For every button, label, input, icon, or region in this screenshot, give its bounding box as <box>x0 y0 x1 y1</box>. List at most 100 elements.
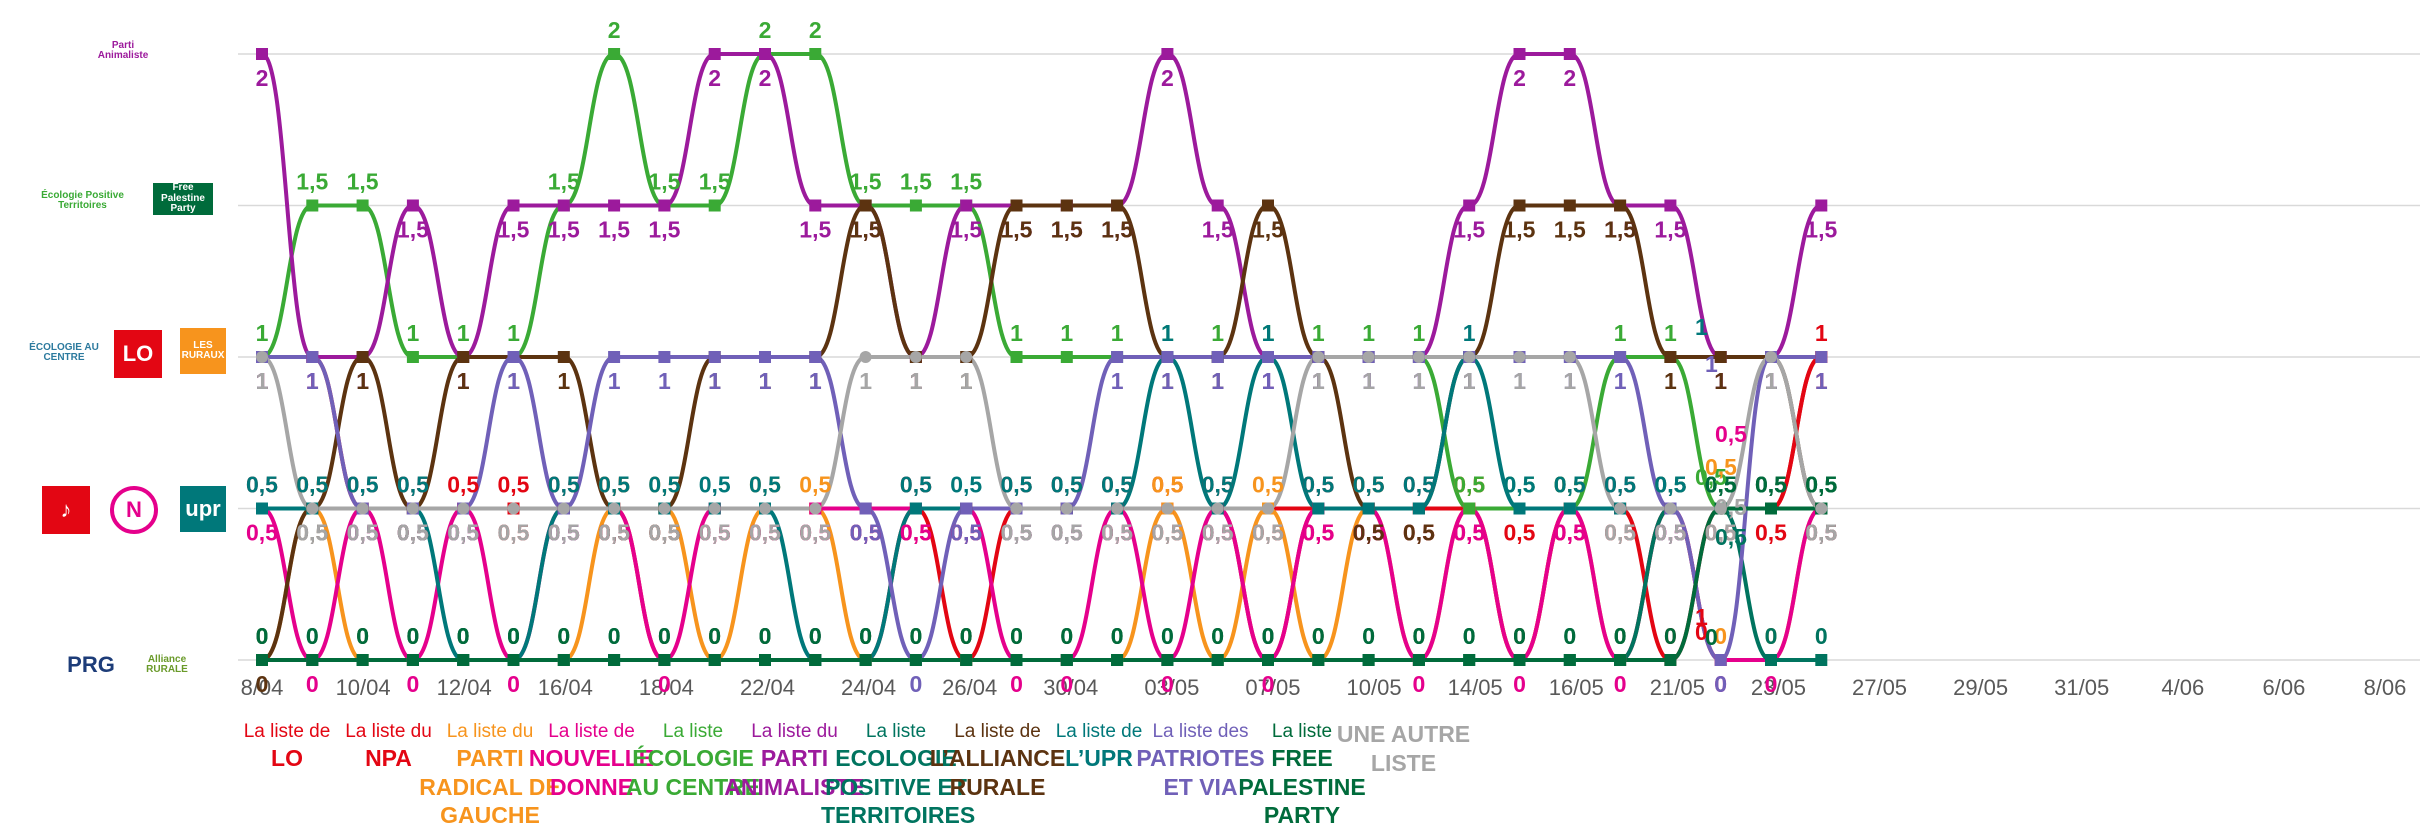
lo-logo: LO <box>114 330 162 378</box>
data-label: 1 <box>1815 368 1828 394</box>
data-label: 0 <box>1765 671 1778 697</box>
data-point <box>708 199 721 212</box>
data-point <box>960 502 973 515</box>
data-point <box>859 351 872 363</box>
data-label: 0,5 <box>1504 520 1536 546</box>
data-label: 1 <box>1111 320 1124 346</box>
data-point <box>256 48 268 60</box>
data-point <box>1614 351 1627 363</box>
data-label: 0,5 <box>1554 472 1586 498</box>
data-point <box>306 654 319 666</box>
data-label: 1 <box>256 368 269 394</box>
data-label: 0,5 <box>1353 520 1385 546</box>
data-label: 1,5 <box>1252 217 1284 243</box>
data-point <box>1362 502 1375 515</box>
data-label: 0,5 <box>598 472 630 498</box>
data-label: 0,5 <box>1654 472 1686 498</box>
data-label: 0 <box>1513 623 1526 649</box>
data-label: 0 <box>1010 671 1023 697</box>
x-tick-label: 10/05 <box>1347 675 1402 700</box>
data-label: 0,5 <box>950 520 982 546</box>
data-label: 0,5 <box>296 472 328 498</box>
data-point <box>507 654 520 666</box>
prg-logo: PRG <box>67 652 115 678</box>
data-label: 0,5 <box>1755 472 1787 498</box>
legend-prefix: La liste de <box>243 721 331 742</box>
data-label: 1,5 <box>548 217 580 243</box>
data-label: 1,5 <box>648 217 680 243</box>
series-line <box>261 506 1822 663</box>
data-label: 0,5 <box>1805 520 1837 546</box>
data-label: 0 <box>1463 623 1476 649</box>
data-label: 0,5 <box>397 520 429 546</box>
data-label: 0,5 <box>1202 520 1234 546</box>
data-point <box>406 199 419 212</box>
legend-name: L’UPR <box>1065 744 1133 771</box>
data-label: 1 <box>1111 368 1124 394</box>
data-label: 0,5 <box>1252 520 1284 546</box>
data-label: 1 <box>1312 368 1325 394</box>
data-label: 1 <box>1463 320 1476 346</box>
data-label: 0,5 <box>498 520 530 546</box>
data-label: 0,5 <box>1353 520 1385 546</box>
data-label: 0,5 <box>347 520 379 546</box>
data-label: 1,5 <box>1001 217 1033 243</box>
data-label: 0 <box>256 671 269 697</box>
data-label: 2 <box>759 17 772 43</box>
legend-item: La liste de L’UPR <box>1024 720 1174 773</box>
data-label: 1 <box>1815 368 1828 394</box>
data-label: 0,5 <box>1403 520 1435 546</box>
data-label: 0,5 <box>1705 472 1737 498</box>
data-label: 1,5 <box>1504 217 1536 243</box>
data-label: 0,5 <box>1151 472 1183 498</box>
data-label: 1,5 <box>1654 217 1686 243</box>
data-label: 0,5 <box>347 472 379 498</box>
data-label: 0 <box>1714 671 1727 697</box>
legend-name: UNE AUTRE LISTE <box>1336 721 1471 776</box>
data-label: 0,5 <box>1654 472 1686 498</box>
data-label: 1,5 <box>1604 217 1636 243</box>
data-label: 1 <box>1765 368 1778 394</box>
data-label: 1 <box>809 368 822 394</box>
data-label: 0,5 <box>498 520 530 546</box>
endpoint-label: 0,5 <box>1715 494 1747 520</box>
data-label: 0,5 <box>1554 472 1586 498</box>
endpoint-label: 0,5 <box>1715 421 1747 447</box>
data-label: 0,5 <box>699 520 731 546</box>
endpoint-label: 0,5 <box>1705 454 1737 480</box>
data-label: 1 <box>1211 368 1224 394</box>
data-label: 0,5 <box>397 472 429 498</box>
data-label: 0,5 <box>598 520 630 546</box>
data-label: 0,5 <box>1051 520 1083 546</box>
data-label: 0 <box>859 623 872 649</box>
data-point <box>960 199 973 212</box>
data-label: 0,5 <box>1805 520 1837 546</box>
data-label: 1 <box>1614 368 1627 394</box>
data-point <box>1815 502 1828 515</box>
data-label: 1,5 <box>296 169 328 195</box>
x-tick-label: 18/04 <box>639 675 694 700</box>
data-label: 0,5 <box>598 520 630 546</box>
legend-item: La liste du PARTI ANIMALISTE <box>720 720 870 801</box>
data-label: 0,5 <box>699 520 731 546</box>
data-point <box>1815 351 1828 363</box>
data-label: 1 <box>1161 368 1174 394</box>
series-points <box>256 48 1828 666</box>
data-point <box>1161 654 1174 666</box>
data-label: 0,5 <box>1101 520 1133 546</box>
data-label: 1 <box>256 368 269 394</box>
data-label: 0,5 <box>1101 520 1133 546</box>
data-point <box>356 654 369 666</box>
data-label: 1 <box>1211 320 1224 346</box>
data-point <box>507 199 520 212</box>
data-label: 1,5 <box>347 169 379 195</box>
data-label: 0 <box>1463 623 1476 649</box>
data-label: 1 <box>1765 368 1778 394</box>
legend-name: PARTI RADICAL DE GAUCHE <box>419 744 561 829</box>
data-label: 0,5 <box>347 520 379 546</box>
data-point <box>909 351 922 363</box>
data-point <box>1614 654 1627 666</box>
data-label: 1 <box>1211 368 1224 394</box>
data-label: 0,5 <box>699 472 731 498</box>
